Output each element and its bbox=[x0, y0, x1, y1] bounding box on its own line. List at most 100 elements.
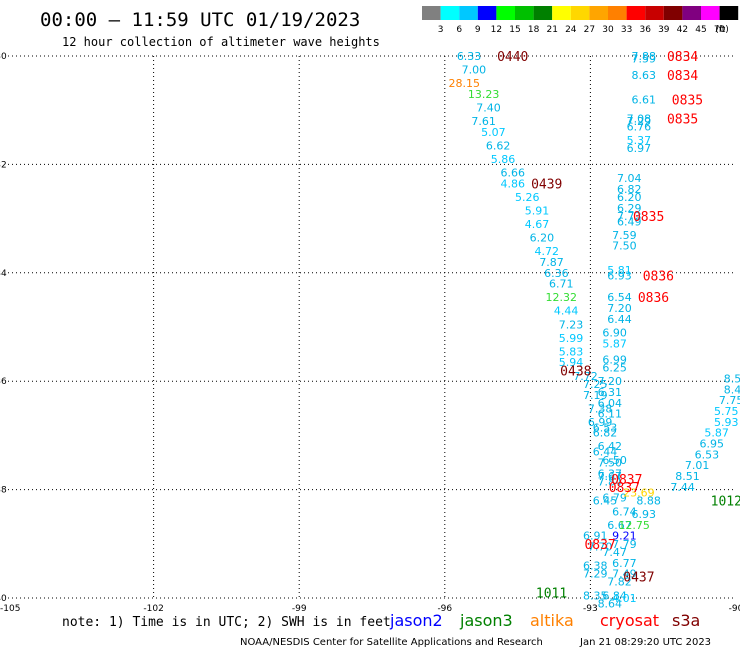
wave-height-value: 5.87 bbox=[602, 337, 627, 350]
pass-time-label: 0835 bbox=[667, 112, 698, 127]
wave-height-value: 6.90 bbox=[602, 326, 627, 339]
wave-height-value: 6.45 bbox=[593, 494, 618, 507]
wave-height-value: 8.64 bbox=[598, 597, 623, 610]
wave-height-value: 6.42 bbox=[598, 440, 623, 453]
color-scale-swatch bbox=[570, 6, 590, 20]
color-scale-label: 6 bbox=[456, 25, 462, 35]
y-tick-label: -30 bbox=[0, 52, 7, 62]
pass-time-label: 0837 bbox=[609, 481, 640, 496]
legend-entry-altika: altika bbox=[530, 611, 574, 630]
color-scale-swatch bbox=[608, 6, 627, 20]
wave-height-value: 6.33 bbox=[457, 50, 482, 63]
color-scale-swatch bbox=[515, 6, 534, 20]
wave-height-value: 23.69 bbox=[623, 486, 655, 499]
pass-time-label: 0835 bbox=[633, 210, 664, 225]
color-scale-swatch bbox=[422, 6, 441, 20]
wave-height-value: 13.23 bbox=[468, 88, 500, 101]
color-scale-label: 24 bbox=[565, 25, 577, 35]
wave-height-value: 6.95 bbox=[699, 438, 724, 451]
wave-height-value: 7.70 bbox=[588, 541, 613, 554]
color-scale-swatch bbox=[533, 6, 553, 20]
wave-height-value: 6.49 bbox=[617, 215, 642, 228]
wave-height-value: 6.20 bbox=[617, 191, 642, 204]
wave-height-value: 7.01 bbox=[685, 459, 710, 472]
wave-height-value: 6.37 bbox=[598, 467, 623, 480]
wave-height-value: 7.84 bbox=[598, 475, 623, 488]
wave-height-value: 6.20 bbox=[530, 232, 555, 245]
wave-height-value: 6.50 bbox=[602, 454, 627, 467]
wave-height-value: 7.00 bbox=[462, 64, 487, 77]
wave-height-value: 6.29 bbox=[617, 202, 642, 215]
color-scale-swatch bbox=[701, 6, 720, 20]
wave-height-value: 28.15 bbox=[448, 77, 480, 90]
wave-height-value: 4.01 bbox=[612, 592, 637, 605]
wave-height-value: 6.84 bbox=[602, 589, 627, 602]
y-axis-tick-labels: -30 -32 -34 -36 -38 -40 bbox=[0, 52, 7, 604]
wave-height-value: 4.72 bbox=[534, 245, 559, 258]
wave-height-value: 5.83 bbox=[559, 345, 584, 358]
wave-height-value: 8.51 bbox=[675, 470, 700, 483]
wave-height-value: 8.63 bbox=[632, 69, 657, 82]
color-scale-swatch bbox=[626, 6, 646, 20]
wave-height-value: 5.37 bbox=[627, 134, 652, 147]
wave-height-value: 6.79 bbox=[602, 492, 627, 505]
wave-height-value: 7.23 bbox=[559, 318, 584, 331]
x-tick-label: -90 bbox=[729, 604, 740, 614]
wave-height-value: 7.19 bbox=[583, 389, 608, 402]
wave-height-value: 5.93 bbox=[714, 416, 739, 429]
pass-time-label: 0834 bbox=[667, 69, 698, 84]
wave-height-value: 5.94 bbox=[559, 356, 584, 369]
wave-height-value: 6.61 bbox=[632, 93, 657, 106]
wave-height-value: 6.93 bbox=[632, 508, 657, 521]
wave-height-value: 9.21 bbox=[612, 530, 637, 543]
y-tick-label: -32 bbox=[0, 160, 7, 170]
wave-height-value: 8.35 bbox=[583, 589, 608, 602]
wave-height-value: 6.76 bbox=[627, 120, 652, 133]
wave-height-value: 7.59 bbox=[612, 229, 637, 242]
pass-time-labels: 1012 1011 0834 0834 0835 0835 0835 0836 0836 0837… bbox=[497, 50, 740, 602]
color-scale-label: 18 bbox=[528, 25, 540, 35]
legend-entry-jason3: jason3 bbox=[459, 611, 513, 630]
wave-height-value: 6.25 bbox=[602, 362, 627, 375]
wave-height-value: 7.88 bbox=[632, 50, 657, 63]
color-scale-label: 21 bbox=[546, 25, 557, 35]
wave-height-points: 6.337.0028.1513.237.407.615.076.625.866.… bbox=[448, 50, 740, 610]
y-tick-label: -34 bbox=[0, 269, 7, 279]
color-scale-swatch bbox=[477, 6, 497, 20]
wave-height-value: 7.67 bbox=[598, 470, 623, 483]
color-scale-label: 42 bbox=[677, 25, 688, 35]
color-scale-label: 9 bbox=[475, 25, 481, 35]
legend-entry-cryosat: cryosat bbox=[600, 611, 659, 630]
wave-height-value: 7.20 bbox=[598, 375, 623, 388]
wave-height-value: 7.50 bbox=[598, 457, 623, 470]
color-scale-label: 12 bbox=[491, 25, 502, 35]
pass-time-label: 1012 bbox=[711, 494, 740, 509]
pass-time-label: 0437 bbox=[623, 570, 654, 585]
wave-height-value: 6.53 bbox=[593, 421, 618, 434]
wave-height-value: 4.86 bbox=[500, 177, 525, 190]
wave-height-value: 7.29 bbox=[627, 115, 652, 128]
wave-height-value: 5.91 bbox=[525, 204, 550, 217]
wave-height-value: 8.50 bbox=[724, 372, 740, 385]
color-scale-label: 15 bbox=[509, 25, 520, 35]
wave-height-value: 7.04 bbox=[617, 172, 642, 185]
wave-height-value: 4.44 bbox=[554, 305, 579, 318]
wave-height-value: 6.67 bbox=[607, 519, 632, 532]
pass-time-label: 0439 bbox=[531, 177, 562, 192]
wave-height-value: 6.53 bbox=[695, 448, 720, 461]
wave-height-value: 5.07 bbox=[481, 126, 506, 139]
x-tick-label: -93 bbox=[583, 604, 598, 614]
wave-height-value: 6.71 bbox=[549, 278, 574, 291]
wave-height-value: 6.11 bbox=[598, 408, 623, 421]
chart-title: 00:00 — 11:59 UTC 01/19/2023 bbox=[40, 9, 360, 31]
chart-subtitle: 12 hour collection of altimeter wave hei… bbox=[62, 35, 380, 49]
color-scale-label: 27 bbox=[584, 25, 595, 35]
x-tick-label: -99 bbox=[292, 604, 307, 614]
color-scale-swatch bbox=[496, 6, 515, 20]
wave-height-value: 7.73 bbox=[617, 210, 642, 223]
satellite-legend: jason2 jason3 altika cryosat s3a bbox=[389, 611, 700, 630]
color-scale-swatch bbox=[440, 6, 460, 20]
wave-height-value: 6.31 bbox=[598, 386, 623, 399]
color-scale-swatch bbox=[663, 6, 683, 20]
